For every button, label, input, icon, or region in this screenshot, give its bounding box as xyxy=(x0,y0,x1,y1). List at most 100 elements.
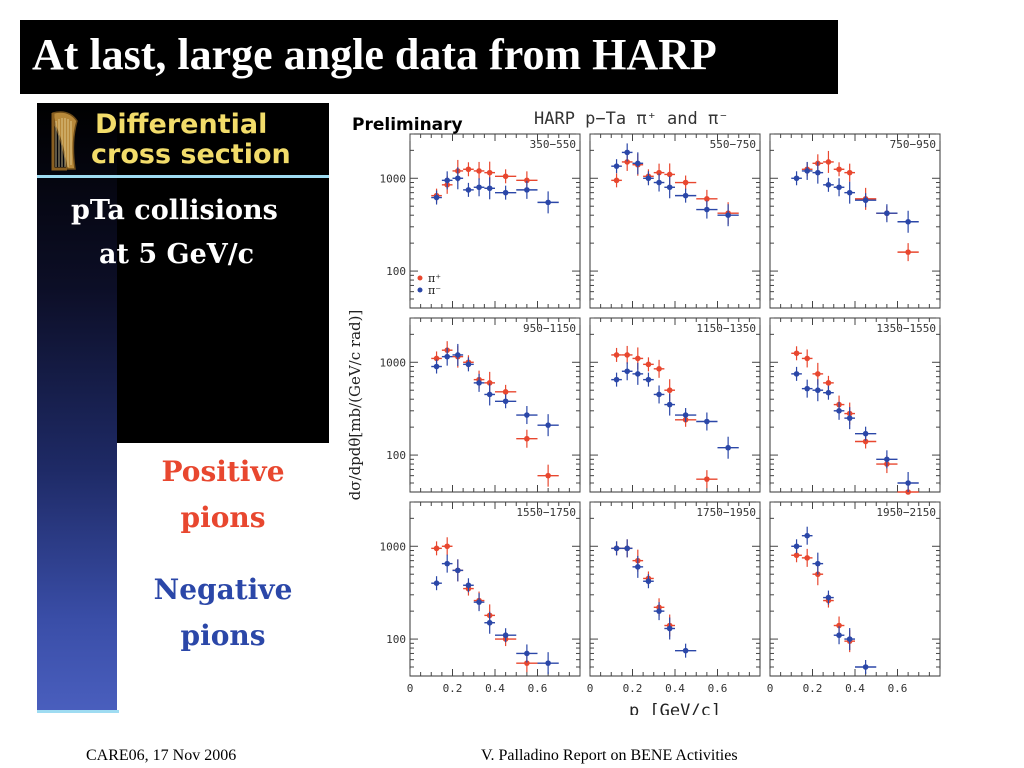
data-point xyxy=(862,664,869,670)
data-point xyxy=(804,532,810,539)
data-point xyxy=(524,187,530,193)
data-point xyxy=(645,376,652,383)
data-point xyxy=(793,175,800,182)
data-point xyxy=(486,185,493,192)
data-point xyxy=(704,476,710,482)
data-point xyxy=(524,435,530,442)
data-point xyxy=(624,545,630,552)
data-point xyxy=(486,169,493,176)
x-axis-label: p [GeV/c] xyxy=(629,701,721,715)
panel-label: 950−1150 xyxy=(523,322,576,335)
data-point xyxy=(884,210,890,217)
data-point xyxy=(793,350,800,357)
data-point xyxy=(486,380,493,386)
data-point xyxy=(444,543,450,550)
panel-frame xyxy=(409,317,581,493)
data-point xyxy=(455,175,461,182)
data-point xyxy=(704,206,710,213)
data-point xyxy=(656,366,662,372)
data-point xyxy=(524,650,530,657)
y-tick-label: 100 xyxy=(386,265,406,278)
data-point xyxy=(502,632,509,639)
data-point xyxy=(836,184,842,191)
data-point xyxy=(905,249,911,255)
data-point xyxy=(804,355,810,362)
x-tick-label: 0.6 xyxy=(888,682,908,695)
x-tick-label: 0.6 xyxy=(708,682,728,695)
panel-frame xyxy=(589,501,761,677)
panel-frame xyxy=(769,501,941,677)
harp-icon xyxy=(51,111,78,171)
x-tick-label: 0.6 xyxy=(528,682,548,695)
data-point xyxy=(476,168,482,174)
data-point xyxy=(825,594,832,601)
data-point xyxy=(815,387,821,394)
data-point xyxy=(666,401,673,408)
data-point xyxy=(704,418,710,425)
data-point xyxy=(666,625,673,632)
data-point xyxy=(666,171,673,178)
positive-pions-line-1: Positive xyxy=(161,455,285,488)
data-point xyxy=(804,385,810,392)
panel-label: 1150−1350 xyxy=(696,322,756,335)
caption-rule xyxy=(37,175,329,178)
x-tick-label: 0 xyxy=(587,682,594,695)
data-point xyxy=(725,212,731,219)
data-point xyxy=(635,371,641,377)
slide-title: At last, large angle data from HARP xyxy=(32,30,717,79)
data-point xyxy=(502,173,509,180)
data-point xyxy=(433,580,440,587)
data-point xyxy=(846,169,853,176)
data-point xyxy=(635,160,641,167)
data-point xyxy=(666,184,673,191)
x-tick-label: 0.2 xyxy=(803,682,823,695)
chart-title: HARP p−Ta π⁺ and π⁻ xyxy=(534,109,728,129)
x-tick-label: 0.2 xyxy=(443,682,463,695)
data-point xyxy=(645,578,652,585)
data-point xyxy=(502,389,509,395)
data-point xyxy=(682,412,689,418)
panel-frame xyxy=(409,133,581,309)
data-point xyxy=(682,647,689,654)
data-point xyxy=(444,560,450,567)
harp-cross-section-chart: Preliminary HARP p−Ta π⁺ and π⁻ dσ/dpdθ[mb… xyxy=(346,109,941,715)
data-point xyxy=(433,545,440,552)
y-tick-label: 1000 xyxy=(380,540,407,553)
data-point xyxy=(502,189,509,196)
data-point xyxy=(624,352,630,358)
footer-right: V. Palladino Report on BENE Activities xyxy=(481,747,738,764)
data-point xyxy=(433,194,440,201)
title-bar: At last, large angle data from HARP xyxy=(20,20,838,94)
data-point xyxy=(465,166,472,173)
data-point xyxy=(524,177,530,184)
data-point xyxy=(825,159,832,165)
data-point xyxy=(666,387,673,394)
data-point xyxy=(476,599,482,605)
data-point xyxy=(476,184,482,191)
data-point xyxy=(545,472,551,479)
data-point xyxy=(476,380,482,386)
legend-entry: π⁺ xyxy=(428,272,441,285)
x-tick-label: 0 xyxy=(407,682,414,695)
legend-entry: π⁻ xyxy=(428,284,441,297)
negative-pions-line-2: pions xyxy=(180,619,266,652)
footer-left: CARE06, 17 Nov 2006 xyxy=(86,747,237,764)
data-point xyxy=(624,368,630,375)
data-point xyxy=(656,179,662,186)
side-panel: Differential cross section pTa collision… xyxy=(37,103,329,713)
data-point xyxy=(815,169,821,176)
collision-text-line-2: at 5 GeV/c xyxy=(99,239,255,270)
positive-pions-line-2: pions xyxy=(180,501,266,534)
data-point xyxy=(825,182,832,188)
data-point xyxy=(905,218,911,225)
data-point xyxy=(545,422,551,428)
data-point xyxy=(635,564,641,570)
panel-frame xyxy=(769,133,941,309)
panel-label: 550−750 xyxy=(710,138,756,151)
data-point xyxy=(862,438,869,445)
data-point xyxy=(545,199,551,206)
data-point xyxy=(804,555,810,561)
data-point xyxy=(682,179,689,186)
x-tick-label: 0.4 xyxy=(845,682,865,695)
panel-label: 1950−2150 xyxy=(876,506,936,519)
